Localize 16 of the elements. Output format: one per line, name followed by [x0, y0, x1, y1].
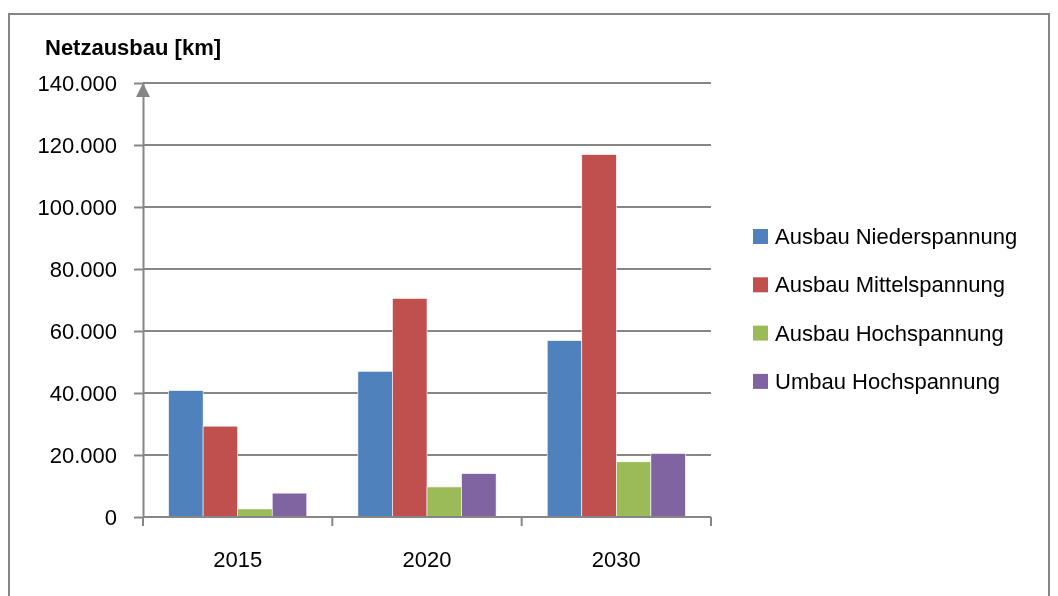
legend-label: Ausbau Niederspannung	[775, 224, 1018, 249]
y-tick-label: 0	[104, 504, 117, 530]
x-tick-label: 2030	[591, 547, 641, 572]
y-tick-label: 100.000	[37, 194, 117, 220]
y-tick-label: 120.000	[37, 132, 117, 158]
x-tick-label: 2015	[213, 547, 263, 572]
legend-label: Ausbau Mittelspannung	[775, 272, 1005, 298]
legend-label: Ausbau Hochspannung	[775, 320, 1004, 346]
y-tick-label: 140.000	[37, 70, 117, 96]
y-axis-title: Netzausbau [km]	[45, 35, 222, 60]
x-tick-label: 2020	[402, 547, 452, 572]
y-tick-label: 40.000	[49, 380, 117, 406]
y-tick-label: 20.000	[49, 442, 117, 468]
y-tick-label: 80.000	[49, 256, 117, 282]
legend-label: Umbau Hochspannung	[775, 368, 1001, 394]
y-tick-label: 60.000	[49, 318, 117, 344]
